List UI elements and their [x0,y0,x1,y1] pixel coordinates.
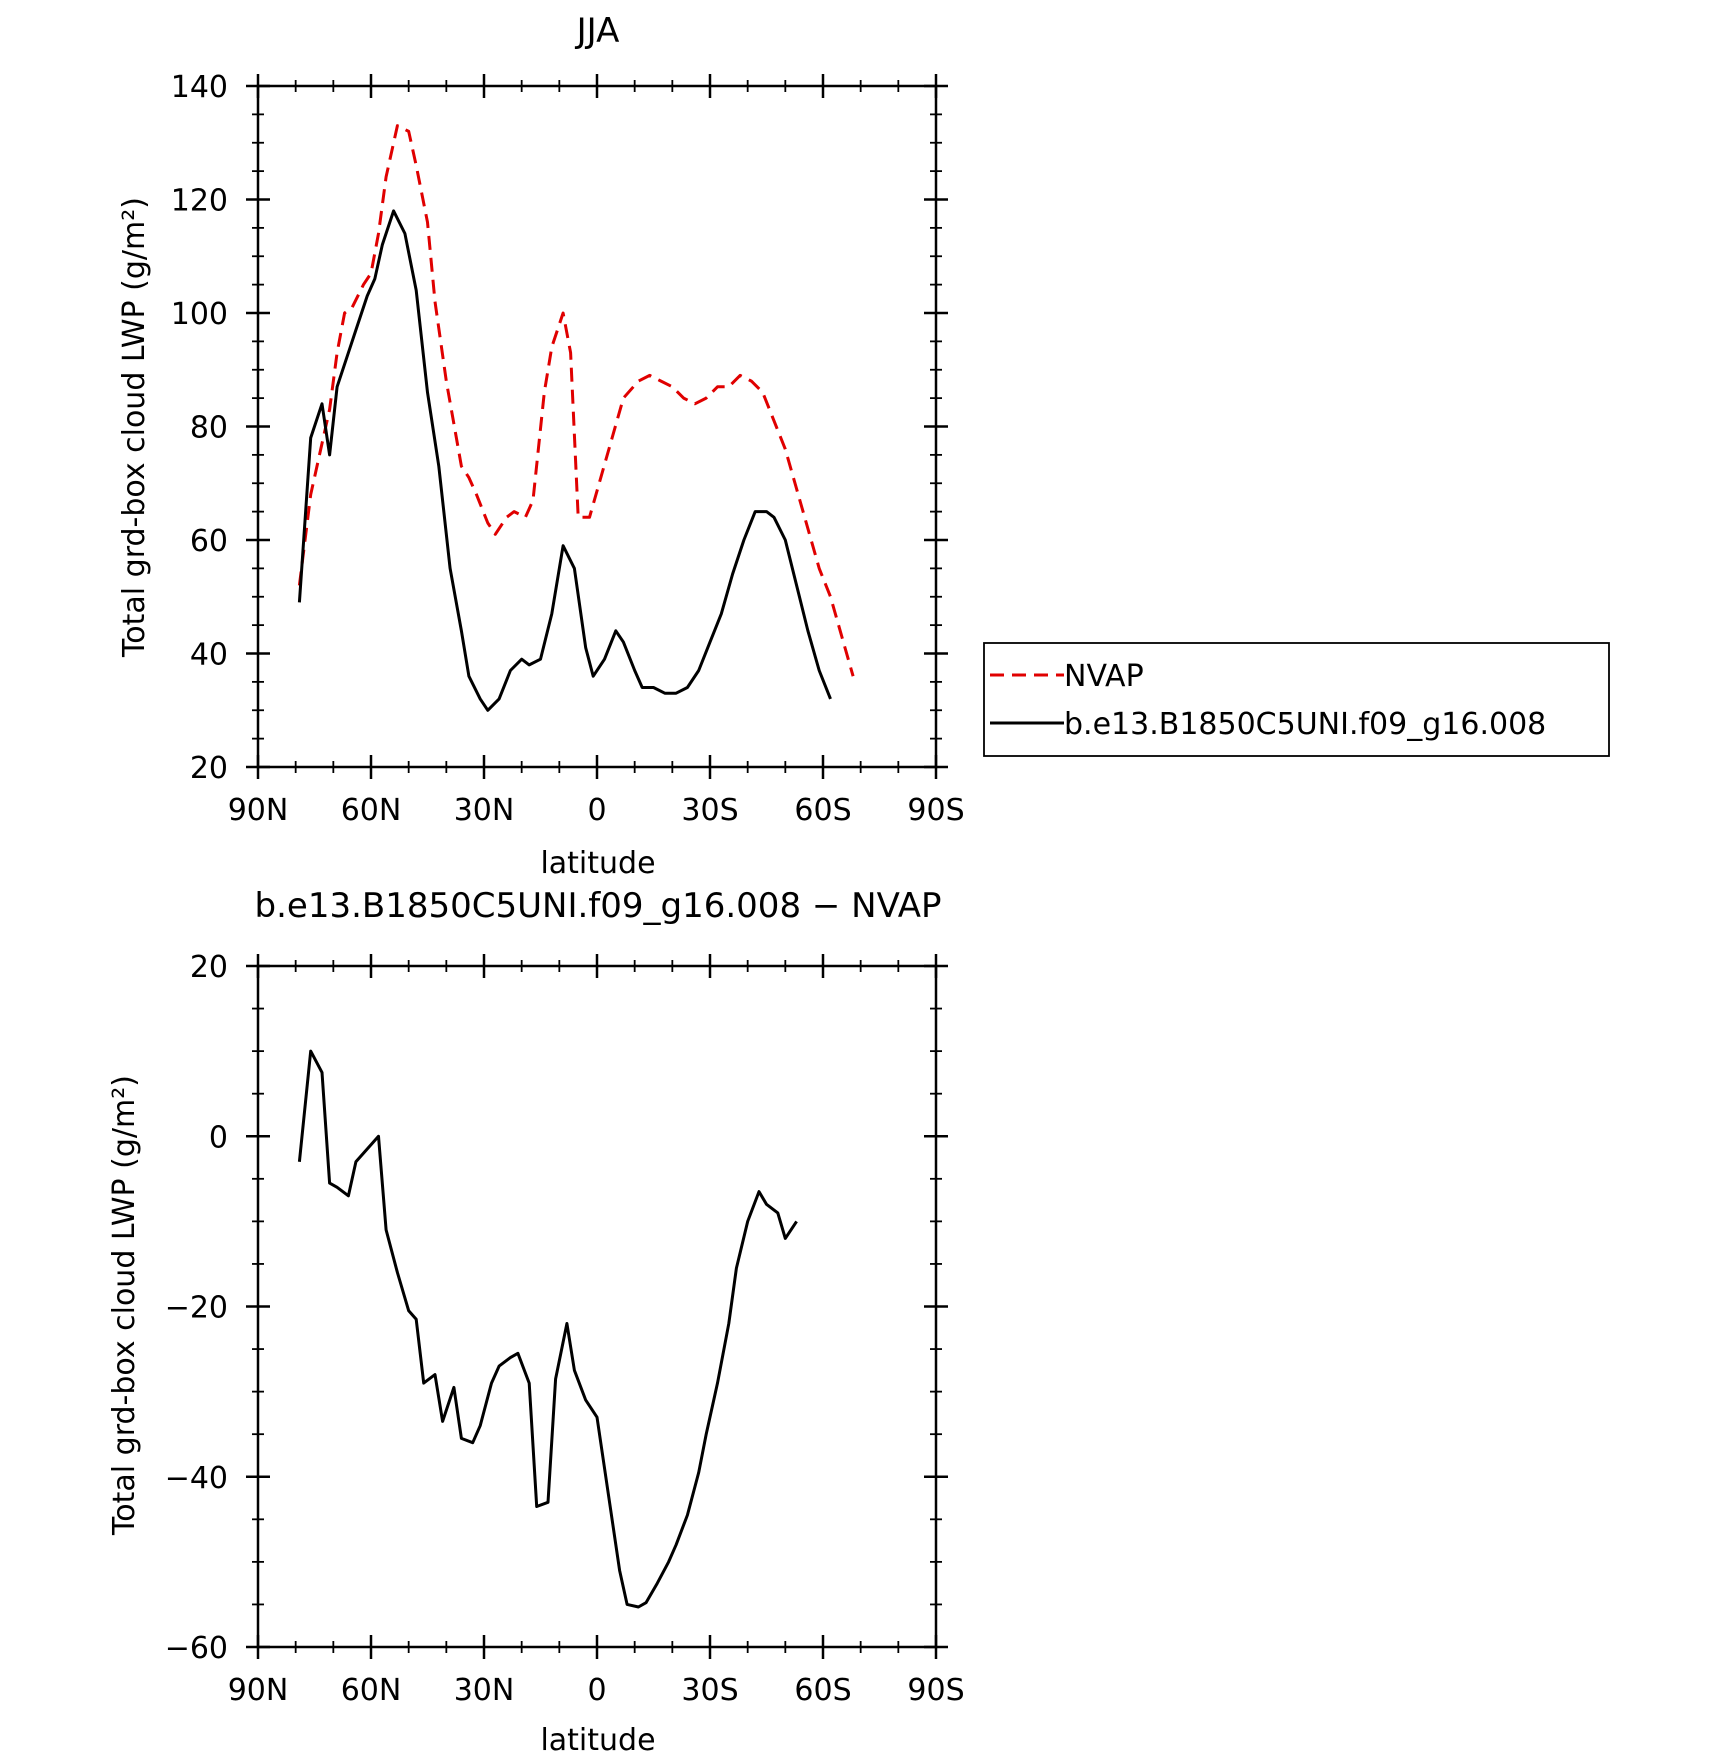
legend-label-nvap: NVAP [1064,659,1144,694]
bottom-chart: b.e13.B1850C5UNI.f09_g16.008 − NVAP lati… [107,886,965,1756]
top-x-tick-label: 30S [681,793,738,828]
top-y-tick-label: 140 [171,70,228,105]
bottom-x-tick-label: 60S [794,1673,851,1708]
top-chart: JJA latitude Total grd-box cloud LWP (g/… [117,11,965,881]
top-x-tick-label: 60N [341,793,402,828]
legend-label-model: b.e13.B1850C5UNI.f09_g16.008 [1064,707,1546,742]
legend-box [983,642,1610,757]
legend: NVAP b.e13.B1850C5UNI.f09_g16.008 [983,642,1610,757]
top-axis-ticks: 90N 60N 30N 0 30S 60S 90S 20 40 60 80 100 120 140 [171,70,965,828]
top-series-lines [297,124,855,712]
bottom-x-tick-label: 30N [454,1673,515,1708]
top-y-tick-label: 80 [190,411,228,446]
bottom-y-tick-label: −60 [165,1631,228,1666]
bottom-y-tick-label: −40 [165,1461,228,1496]
top-x-axis-label: latitude [540,846,655,881]
top-x-tick-label: 90S [907,793,964,828]
top-y-axis-label: Total grd-box cloud LWP (g/m²) [117,197,152,658]
top-series-line-model [297,209,832,712]
top-x-tick-label: 90N [228,793,289,828]
top-x-tick-label: 30N [454,793,515,828]
bottom-x-tick-label: 90N [228,1673,289,1708]
top-x-tick-label: 60S [794,793,851,828]
bottom-chart-title: b.e13.B1850C5UNI.f09_g16.008 − NVAP [255,886,942,926]
bottom-y-tick-label: 0 [209,1120,228,1155]
bottom-y-tick-label: −20 [165,1291,228,1326]
top-series-line-nvap [297,124,855,677]
bottom-x-tick-label: 0 [587,1673,606,1708]
bottom-series-line-difference [297,1049,798,1609]
bottom-x-tick-label: 90S [907,1673,964,1708]
bottom-plot-frame [256,964,938,1649]
bottom-x-tick-label: 30S [681,1673,738,1708]
bottom-x-axis-label: latitude [540,1723,655,1756]
top-x-tick-label: 0 [587,793,606,828]
bottom-series-lines [297,1049,798,1609]
bottom-x-tick-label: 60N [341,1673,402,1708]
bottom-y-axis-label: Total grd-box cloud LWP (g/m²) [107,1075,142,1536]
top-y-tick-label: 120 [171,184,228,219]
top-y-tick-label: 40 [190,638,228,673]
top-y-tick-label: 20 [190,751,228,786]
top-y-tick-label: 60 [190,524,228,559]
top-plot-frame [256,84,938,769]
bottom-y-tick-label: 20 [190,950,228,985]
top-chart-title: JJA [575,11,620,51]
top-y-tick-label: 100 [171,297,228,332]
